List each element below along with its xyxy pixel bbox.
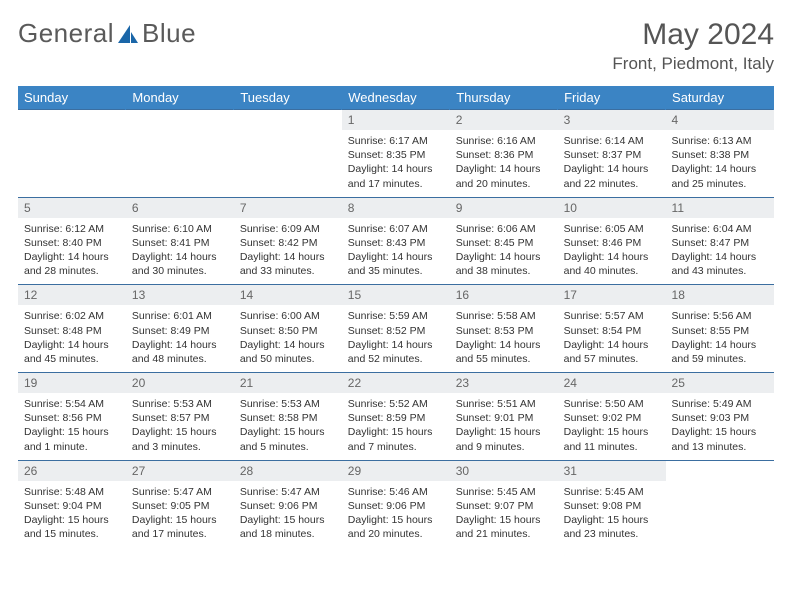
day-content-row: Sunrise: 6:17 AM Sunset: 8:35 PM Dayligh… xyxy=(18,130,774,197)
day-number: 19 xyxy=(18,373,126,394)
day-content-row: Sunrise: 5:54 AM Sunset: 8:56 PM Dayligh… xyxy=(18,393,774,460)
day-details: Sunrise: 6:05 AM Sunset: 8:46 PM Dayligh… xyxy=(558,218,666,285)
day-details: Sunrise: 5:49 AM Sunset: 9:03 PM Dayligh… xyxy=(666,393,774,460)
day-details xyxy=(666,481,774,548)
weekday-header-row: Sunday Monday Tuesday Wednesday Thursday… xyxy=(18,86,774,110)
day-details: Sunrise: 6:14 AM Sunset: 8:37 PM Dayligh… xyxy=(558,130,666,197)
day-details: Sunrise: 5:48 AM Sunset: 9:04 PM Dayligh… xyxy=(18,481,126,548)
day-details: Sunrise: 6:10 AM Sunset: 8:41 PM Dayligh… xyxy=(126,218,234,285)
day-details: Sunrise: 5:47 AM Sunset: 9:06 PM Dayligh… xyxy=(234,481,342,548)
day-number: 18 xyxy=(666,285,774,306)
day-details: Sunrise: 6:06 AM Sunset: 8:45 PM Dayligh… xyxy=(450,218,558,285)
day-details xyxy=(18,130,126,197)
weekday-header: Sunday xyxy=(18,86,126,110)
logo-text-1: General xyxy=(18,18,114,49)
title-block: May 2024 Front, Piedmont, Italy xyxy=(612,18,774,74)
day-number: 26 xyxy=(18,460,126,481)
day-details: Sunrise: 6:07 AM Sunset: 8:43 PM Dayligh… xyxy=(342,218,450,285)
day-details: Sunrise: 6:13 AM Sunset: 8:38 PM Dayligh… xyxy=(666,130,774,197)
day-number: 1 xyxy=(342,110,450,131)
header: General Blue May 2024 Front, Piedmont, I… xyxy=(18,18,774,74)
day-details: Sunrise: 6:02 AM Sunset: 8:48 PM Dayligh… xyxy=(18,305,126,372)
day-number: 13 xyxy=(126,285,234,306)
day-details: Sunrise: 5:51 AM Sunset: 9:01 PM Dayligh… xyxy=(450,393,558,460)
day-details xyxy=(126,130,234,197)
day-number-row: 12131415161718 xyxy=(18,285,774,306)
day-details: Sunrise: 5:53 AM Sunset: 8:58 PM Dayligh… xyxy=(234,393,342,460)
day-number xyxy=(666,460,774,481)
day-number: 12 xyxy=(18,285,126,306)
day-number: 8 xyxy=(342,197,450,218)
day-number: 6 xyxy=(126,197,234,218)
day-number: 2 xyxy=(450,110,558,131)
day-number: 22 xyxy=(342,373,450,394)
day-number: 14 xyxy=(234,285,342,306)
weekday-header: Thursday xyxy=(450,86,558,110)
day-details: Sunrise: 6:17 AM Sunset: 8:35 PM Dayligh… xyxy=(342,130,450,197)
weekday-header: Tuesday xyxy=(234,86,342,110)
day-number: 9 xyxy=(450,197,558,218)
day-content-row: Sunrise: 5:48 AM Sunset: 9:04 PM Dayligh… xyxy=(18,481,774,548)
day-number: 10 xyxy=(558,197,666,218)
day-number: 3 xyxy=(558,110,666,131)
weekday-header: Wednesday xyxy=(342,86,450,110)
day-number-row: 262728293031 xyxy=(18,460,774,481)
day-number: 23 xyxy=(450,373,558,394)
day-details: Sunrise: 5:53 AM Sunset: 8:57 PM Dayligh… xyxy=(126,393,234,460)
day-number: 27 xyxy=(126,460,234,481)
day-number-row: 567891011 xyxy=(18,197,774,218)
location: Front, Piedmont, Italy xyxy=(612,54,774,74)
day-number: 24 xyxy=(558,373,666,394)
day-number: 17 xyxy=(558,285,666,306)
day-number: 4 xyxy=(666,110,774,131)
day-content-row: Sunrise: 6:12 AM Sunset: 8:40 PM Dayligh… xyxy=(18,218,774,285)
day-number-row: 1234 xyxy=(18,110,774,131)
day-details xyxy=(234,130,342,197)
day-details: Sunrise: 6:04 AM Sunset: 8:47 PM Dayligh… xyxy=(666,218,774,285)
logo-text-2: Blue xyxy=(142,18,196,49)
day-details: Sunrise: 5:45 AM Sunset: 9:07 PM Dayligh… xyxy=(450,481,558,548)
day-details: Sunrise: 5:50 AM Sunset: 9:02 PM Dayligh… xyxy=(558,393,666,460)
day-details: Sunrise: 6:16 AM Sunset: 8:36 PM Dayligh… xyxy=(450,130,558,197)
day-details: Sunrise: 5:57 AM Sunset: 8:54 PM Dayligh… xyxy=(558,305,666,372)
weekday-header: Monday xyxy=(126,86,234,110)
day-number: 20 xyxy=(126,373,234,394)
weekday-header: Friday xyxy=(558,86,666,110)
day-details: Sunrise: 5:58 AM Sunset: 8:53 PM Dayligh… xyxy=(450,305,558,372)
day-details: Sunrise: 5:45 AM Sunset: 9:08 PM Dayligh… xyxy=(558,481,666,548)
day-details: Sunrise: 5:54 AM Sunset: 8:56 PM Dayligh… xyxy=(18,393,126,460)
day-content-row: Sunrise: 6:02 AM Sunset: 8:48 PM Dayligh… xyxy=(18,305,774,372)
day-number: 7 xyxy=(234,197,342,218)
weekday-header: Saturday xyxy=(666,86,774,110)
day-number: 15 xyxy=(342,285,450,306)
day-details: Sunrise: 6:12 AM Sunset: 8:40 PM Dayligh… xyxy=(18,218,126,285)
day-number: 28 xyxy=(234,460,342,481)
day-number: 25 xyxy=(666,373,774,394)
day-number: 30 xyxy=(450,460,558,481)
day-number: 29 xyxy=(342,460,450,481)
day-details: Sunrise: 6:09 AM Sunset: 8:42 PM Dayligh… xyxy=(234,218,342,285)
day-number xyxy=(234,110,342,131)
day-number: 16 xyxy=(450,285,558,306)
day-details: Sunrise: 5:59 AM Sunset: 8:52 PM Dayligh… xyxy=(342,305,450,372)
month-title: May 2024 xyxy=(612,18,774,52)
day-number: 21 xyxy=(234,373,342,394)
day-number: 11 xyxy=(666,197,774,218)
day-details: Sunrise: 6:01 AM Sunset: 8:49 PM Dayligh… xyxy=(126,305,234,372)
calendar-table: Sunday Monday Tuesday Wednesday Thursday… xyxy=(18,86,774,547)
day-number-row: 19202122232425 xyxy=(18,373,774,394)
day-details: Sunrise: 5:56 AM Sunset: 8:55 PM Dayligh… xyxy=(666,305,774,372)
logo-sail-icon xyxy=(116,23,140,45)
day-number xyxy=(18,110,126,131)
day-details: Sunrise: 6:00 AM Sunset: 8:50 PM Dayligh… xyxy=(234,305,342,372)
day-details: Sunrise: 5:46 AM Sunset: 9:06 PM Dayligh… xyxy=(342,481,450,548)
day-details: Sunrise: 5:47 AM Sunset: 9:05 PM Dayligh… xyxy=(126,481,234,548)
day-number: 5 xyxy=(18,197,126,218)
logo: General Blue xyxy=(18,18,196,49)
day-number: 31 xyxy=(558,460,666,481)
day-number xyxy=(126,110,234,131)
day-details: Sunrise: 5:52 AM Sunset: 8:59 PM Dayligh… xyxy=(342,393,450,460)
